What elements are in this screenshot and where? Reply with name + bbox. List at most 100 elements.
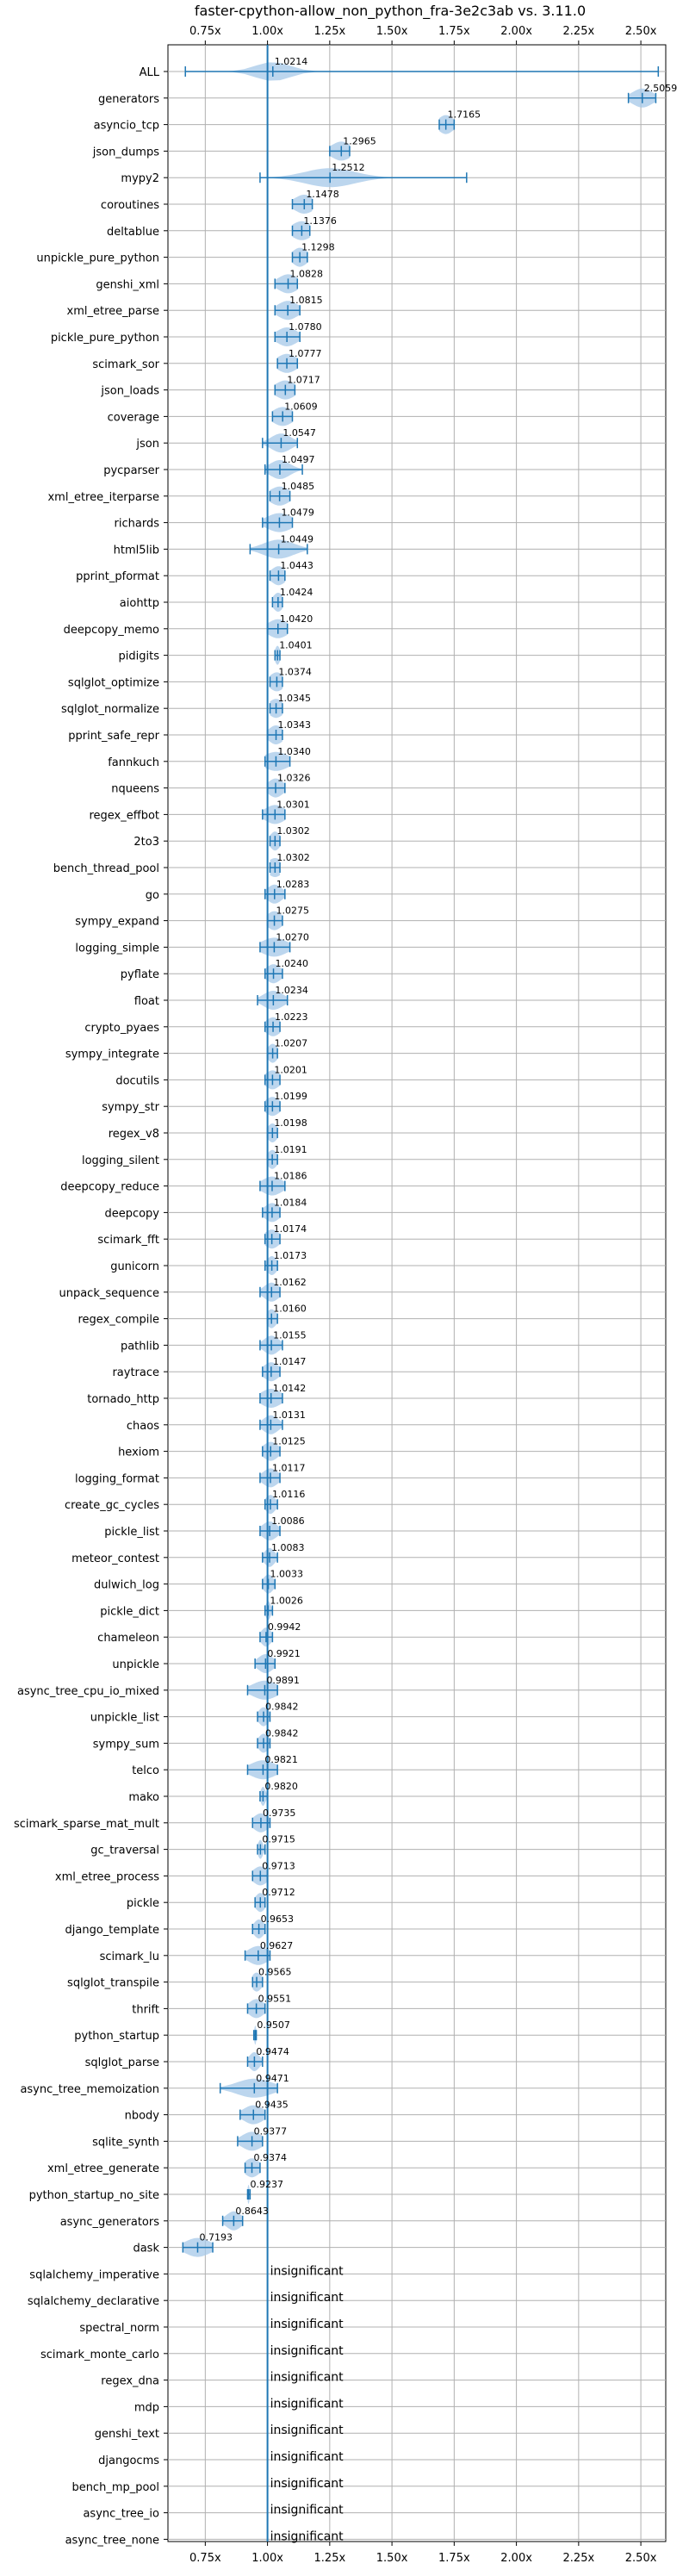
category-label-coroutines: coroutines (101, 199, 159, 212)
category-label-json: json (135, 438, 159, 451)
value-label-pickle-dict: 1.0026 (270, 1595, 303, 1606)
value-label-scimark-fft: 1.0174 (274, 1223, 307, 1235)
value-label-pycparser: 1.0497 (282, 454, 315, 465)
value-label-pickle: 0.9712 (262, 1887, 295, 1898)
category-label-mako: mako (128, 1791, 159, 1804)
insignificant-label-djangocms: insignificant (270, 2450, 344, 2464)
category-label-xml-etree-iterparse: xml_etree_iterparse (47, 491, 159, 504)
category-label-float: float (134, 995, 159, 1008)
value-label-asyncio-tcp: 1.7165 (448, 109, 481, 121)
category-label-chaos: chaos (127, 1420, 159, 1433)
category-label-deepcopy: deepcopy (104, 1207, 159, 1220)
category-label-unpickle-list: unpickle_list (90, 1712, 159, 1725)
category-label-nbody: nbody (125, 2110, 160, 2123)
insignificant-label-regex-dna: insignificant (270, 2371, 344, 2385)
category-label-scimark-sor: scimark_sor (92, 358, 159, 371)
category-label-asyncio-tcp: asyncio_tcp (94, 120, 159, 133)
value-label-go: 1.0283 (276, 879, 310, 890)
value-label-docutils: 1.0201 (274, 1064, 307, 1075)
value-label-json-dumps: 1.2965 (343, 135, 376, 146)
category-label-coverage: coverage (108, 411, 159, 424)
category-label-python-startup: python_startup (74, 2030, 159, 2043)
insignificant-label-scimark-monte-carlo: insignificant (270, 2344, 344, 2358)
category-label-json-loads: json_loads (100, 385, 159, 398)
insignificant-label-spectral-norm: insignificant (270, 2318, 344, 2331)
value-label-richards: 1.0479 (281, 507, 314, 519)
x-tick-label-top: 1.75x (438, 25, 470, 38)
category-label-deltablue: deltablue (107, 226, 159, 239)
category-label-pickle: pickle (127, 1897, 159, 1910)
value-label-sympy-integrate: 1.0207 (275, 1038, 308, 1049)
category-label-dask: dask (133, 2243, 159, 2256)
category-label-richards: richards (115, 518, 160, 531)
value-label-pathlib: 1.0155 (273, 1329, 307, 1341)
insignificant-label-sqlalchemy-declarative: insignificant (270, 2291, 344, 2305)
category-label-sqlglot-normalize: sqlglot_normalize (61, 703, 159, 716)
category-label-unpickle: unpickle (112, 1658, 159, 1671)
category-label-go: go (146, 889, 159, 902)
value-label-xml-etree-parse: 1.0815 (289, 295, 323, 306)
category-label-pathlib: pathlib (121, 1340, 159, 1353)
category-label-aiohttp: aiohttp (120, 597, 159, 610)
category-label-gunicorn: gunicorn (110, 1260, 159, 1273)
category-label-djangocms: djangocms (98, 2455, 159, 2467)
category-label-regex-effbot: regex_effbot (89, 809, 159, 822)
category-label-regex-v8: regex_v8 (109, 1128, 159, 1141)
category-label-logging-simple: logging_simple (75, 942, 159, 955)
value-label-json-loads: 1.0717 (287, 375, 320, 386)
insignificant-label-sqlalchemy-imperative: insignificant (270, 2264, 344, 2278)
category-label-crypto-pyaes: crypto_pyaes (84, 1022, 159, 1035)
x-tick-label-top: 1.25x (314, 25, 346, 38)
x-tick-label-bottom: 2.50x (625, 2552, 657, 2565)
category-label-async-generators: async_generators (60, 2216, 160, 2229)
x-tick-label-bottom: 1.25x (314, 2552, 346, 2565)
x-tick-label-top: 1.50x (376, 25, 408, 38)
value-label-scimark-sor: 1.0777 (289, 348, 322, 359)
value-label-html5lib: 1.0449 (281, 533, 314, 544)
category-label-json-dumps: json_dumps (92, 146, 159, 159)
category-label-pickle-dict: pickle_dict (100, 1605, 159, 1618)
value-label-dask: 0.7193 (199, 2232, 233, 2243)
category-label-deepcopy-reduce: deepcopy_reduce (60, 1181, 159, 1194)
value-label-pprint-safe-repr: 1.0343 (278, 719, 312, 731)
value-label-mypy2: 1.2512 (332, 162, 365, 173)
x-tick-label-bottom: 0.75x (189, 2552, 221, 2565)
category-label-pycparser: pycparser (103, 464, 159, 477)
category-label-async-tree-memoization: async_tree_memoization (20, 2083, 159, 2096)
category-label-unpickle-pure-python: unpickle_pure_python (36, 252, 159, 265)
value-label-scimark-sparse-mat-mult: 0.9735 (263, 1808, 296, 1819)
value-label-raytrace: 1.0147 (273, 1356, 307, 1367)
value-label-python-startup-no-site: 0.9237 (251, 2179, 284, 2190)
value-label-crypto-pyaes: 1.0223 (275, 1011, 308, 1023)
x-tick-label-bottom: 1.50x (376, 2552, 408, 2565)
category-label-thrift: thrift (132, 2003, 159, 2016)
value-label-coverage: 1.0609 (284, 401, 318, 412)
category-label-async-tree-none: async_tree_none (65, 2534, 159, 2547)
value-label-json: 1.0547 (282, 427, 316, 439)
category-label-docutils: docutils (115, 1074, 159, 1087)
value-label-regex-v8: 1.0198 (274, 1117, 307, 1129)
value-label-regex-effbot: 1.0301 (276, 799, 310, 810)
value-label-mako: 0.9820 (264, 1781, 298, 1792)
value-label-hexiom: 1.0125 (272, 1436, 306, 1447)
value-label-2to3: 1.0302 (276, 825, 310, 837)
category-label-create-gc-cycles: create_gc_cycles (65, 1499, 159, 1512)
value-label-pprint-pformat: 1.0443 (280, 560, 313, 571)
value-label-aiohttp: 1.0424 (280, 587, 313, 598)
category-label-sympy-str: sympy_str (102, 1101, 159, 1114)
value-label-coroutines: 1.1478 (306, 189, 339, 200)
value-label-generators: 2.5059 (644, 83, 678, 94)
category-label-nqueens: nqueens (111, 783, 159, 796)
value-label-unpickle: 0.9921 (267, 1648, 301, 1659)
category-label-dulwich-log: dulwich_log (94, 1579, 159, 1592)
value-label-sqlglot-optimize: 1.0374 (278, 666, 312, 677)
category-label-sympy-integrate: sympy_integrate (65, 1048, 159, 1061)
category-label-scimark-fft: scimark_fft (97, 1234, 159, 1247)
value-label-telco: 0.9821 (264, 1754, 298, 1765)
category-label-unpack-sequence: unpack_sequence (59, 1287, 159, 1300)
category-label-django-template: django_template (65, 1924, 159, 1937)
value-label-deepcopy-reduce: 1.0186 (274, 1171, 307, 1182)
category-label-mdp: mdp (134, 2401, 159, 2414)
category-label-pprint-safe-repr: pprint_safe_repr (68, 730, 159, 743)
value-label-genshi-xml: 1.0828 (290, 268, 324, 279)
